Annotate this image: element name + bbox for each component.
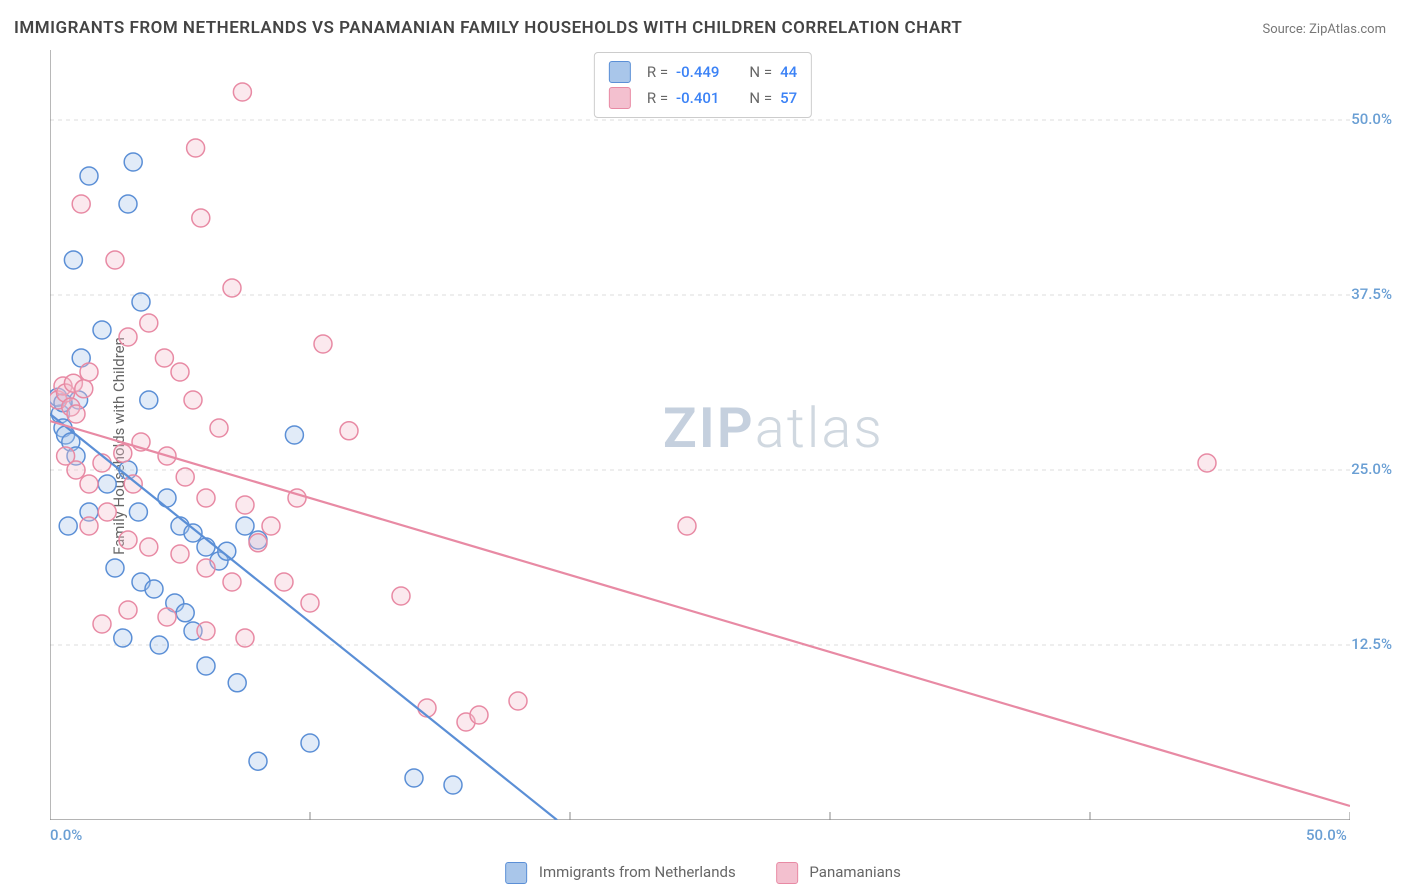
series-0-label: Immigrants from Netherlands <box>539 863 736 881</box>
swatch-series-0 <box>505 862 527 884</box>
r-label: R = <box>647 85 668 111</box>
series-1-label: Panamanians <box>809 863 900 881</box>
y-tick-label: 25.0% <box>1351 460 1392 478</box>
legend-row-series-1: R = -0.401 N = 57 <box>609 85 797 111</box>
y-tick-label: 12.5% <box>1351 635 1392 653</box>
n-label: N = <box>749 59 772 85</box>
y-tick-label: 37.5% <box>1351 285 1392 303</box>
correlation-legend: R = -0.449 N = 44 R = -0.401 N = 57 <box>594 52 812 118</box>
x-tick-label: 0.0% <box>50 826 82 844</box>
r-value-0: -0.449 <box>676 59 719 85</box>
legend-item-0: Immigrants from Netherlands <box>505 862 736 884</box>
chart-title: IMMIGRANTS FROM NETHERLANDS VS PANAMANIA… <box>14 18 962 38</box>
n-value-0: 44 <box>780 59 797 85</box>
y-tick-label: 50.0% <box>1351 110 1392 128</box>
swatch-series-1 <box>776 862 798 884</box>
legend-row-series-0: R = -0.449 N = 44 <box>609 59 797 85</box>
n-label: N = <box>749 85 772 111</box>
legend-item-1: Panamanians <box>776 862 901 884</box>
r-value-1: -0.401 <box>676 85 719 111</box>
plot-area <box>50 50 1350 820</box>
swatch-series-1 <box>609 87 631 109</box>
series-legend: Immigrants from Netherlands Panamanians <box>505 862 901 884</box>
swatch-series-0 <box>609 61 631 83</box>
n-value-1: 57 <box>780 85 797 111</box>
source-label: Source: ZipAtlas.com <box>1262 22 1386 37</box>
r-label: R = <box>647 59 668 85</box>
x-tick-label: 50.0% <box>1306 826 1347 844</box>
chart-svg <box>50 50 1350 820</box>
